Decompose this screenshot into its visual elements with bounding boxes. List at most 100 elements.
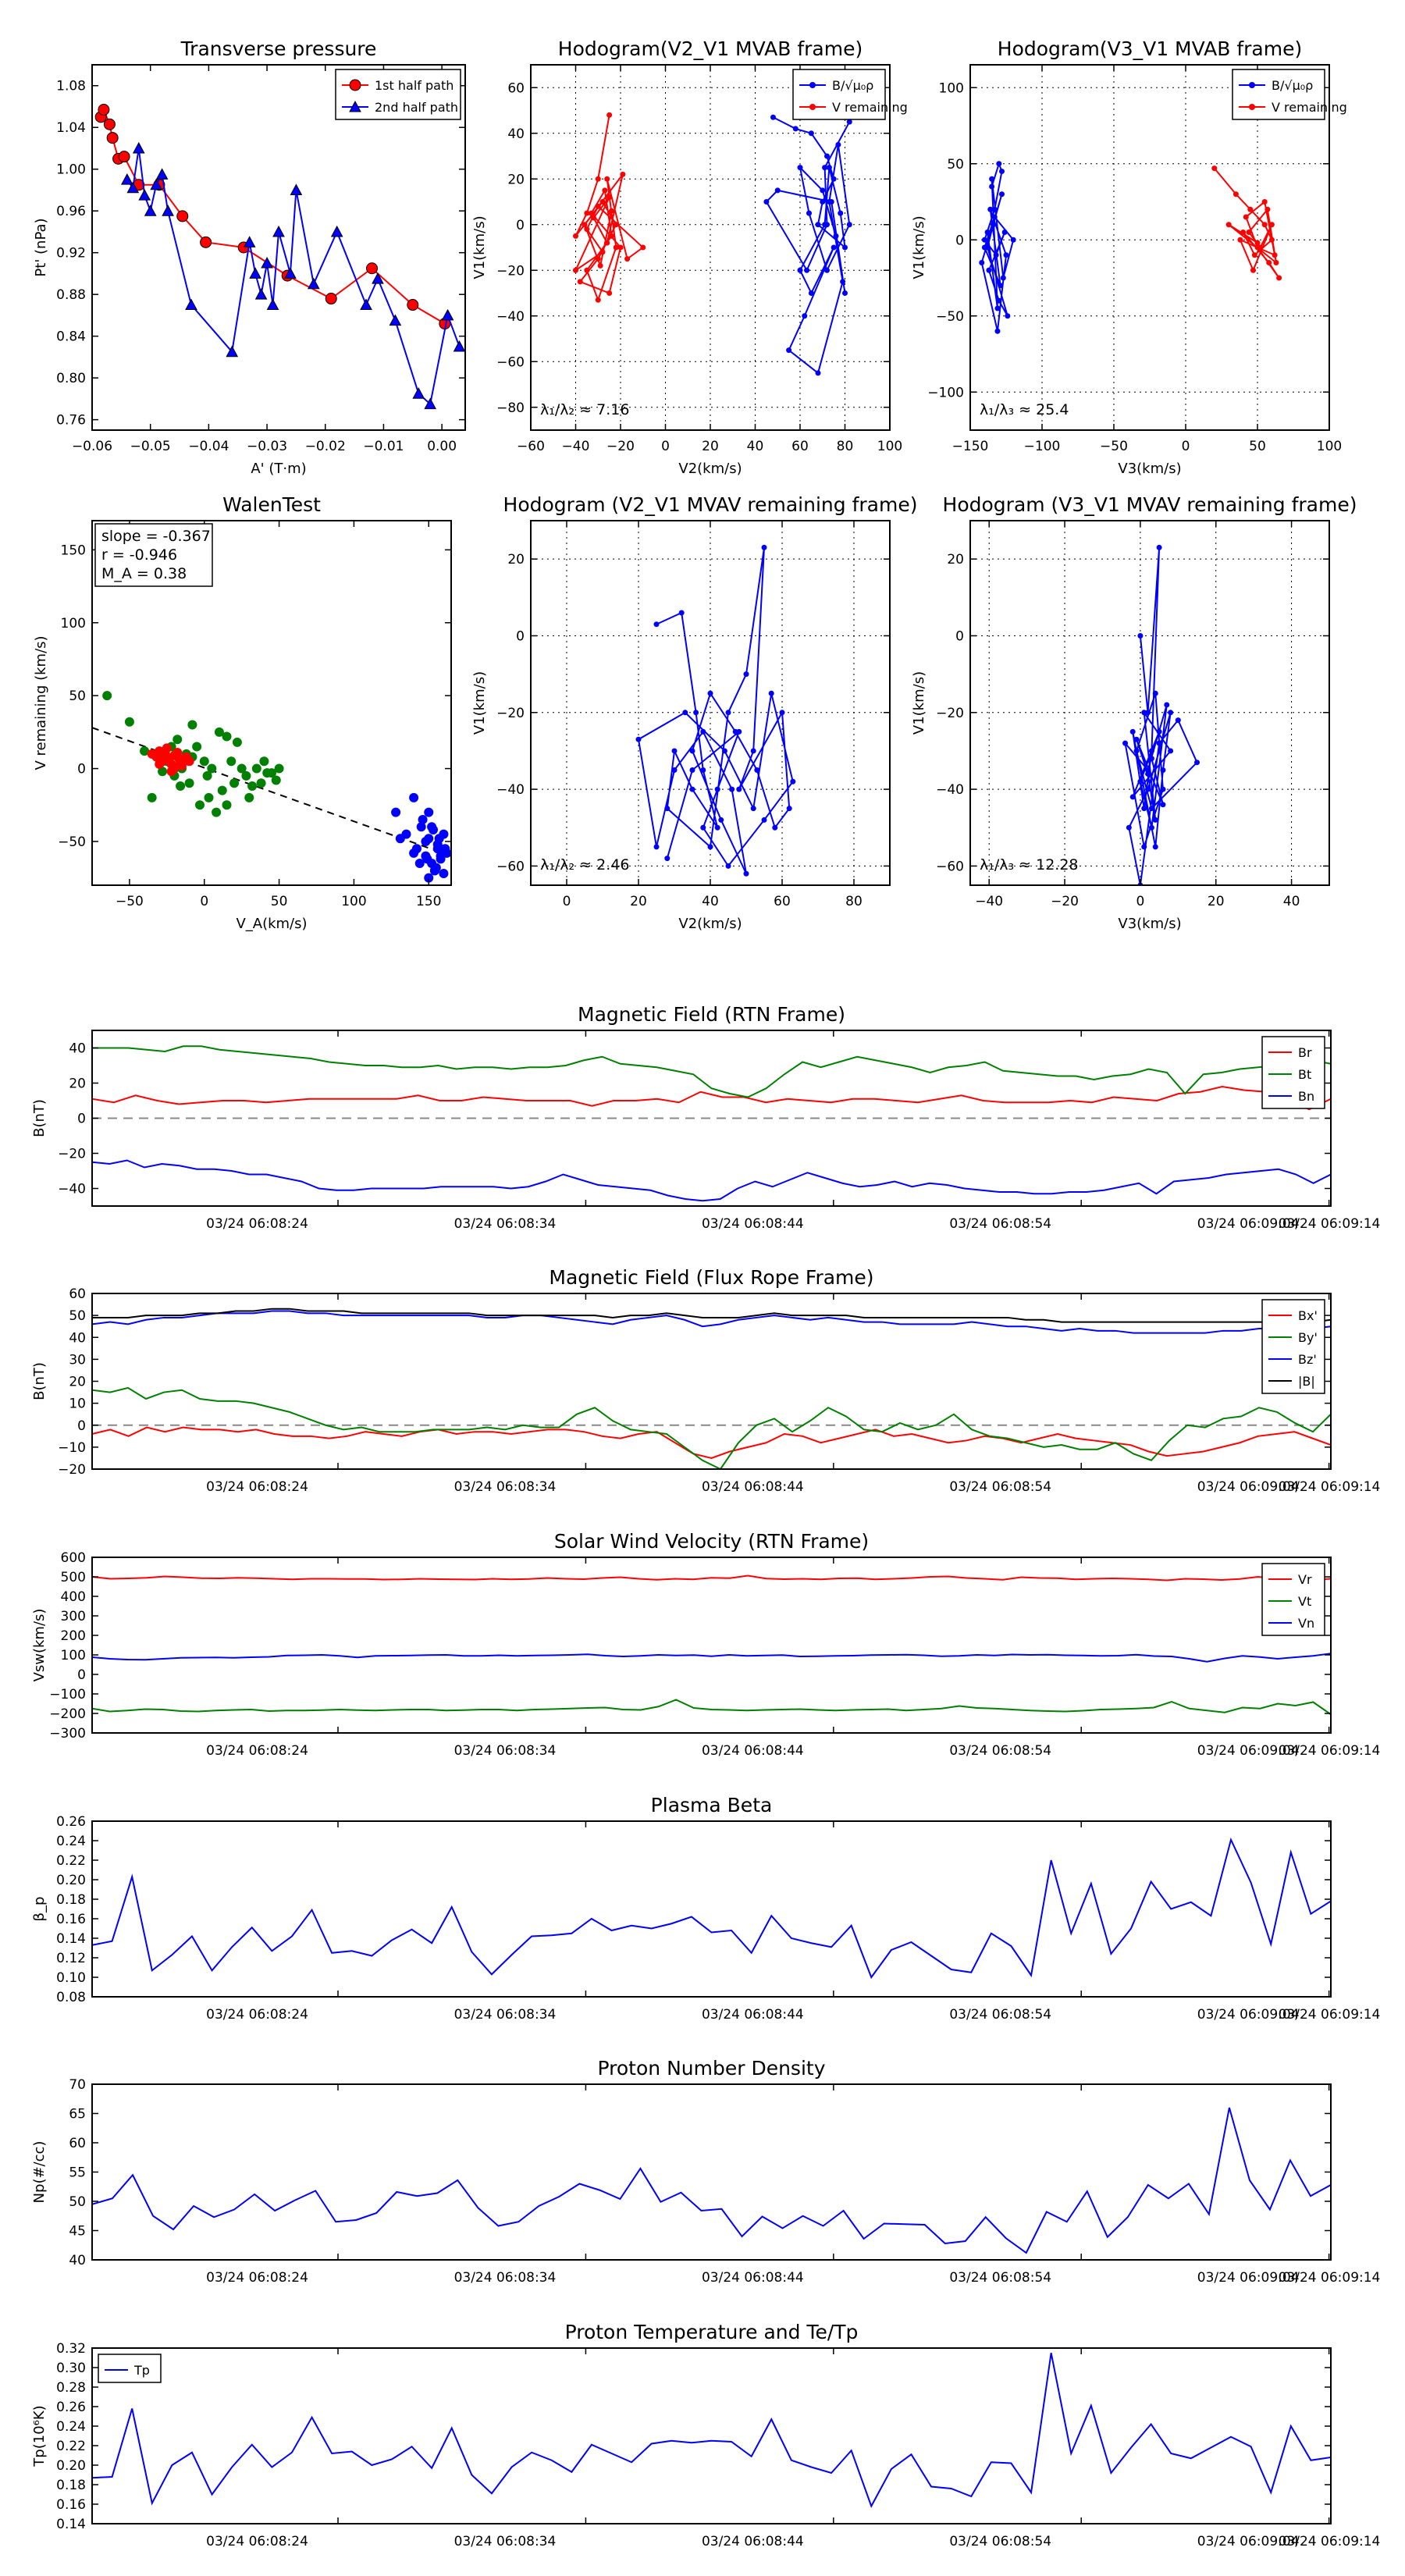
legend-label: Vt (1298, 1594, 1311, 1609)
data-point (582, 222, 588, 228)
data-point (664, 856, 670, 862)
y-tick-label: 30 (69, 1352, 86, 1368)
data-point (124, 717, 134, 727)
x-tick-label: 20 (702, 439, 719, 454)
data-point (640, 244, 646, 251)
data-point (584, 226, 590, 233)
y-tick-label: 200 (61, 1628, 86, 1644)
y-tick-label: 1.04 (56, 120, 86, 136)
legend-box (1261, 1036, 1325, 1109)
data-point (808, 130, 814, 137)
data-point (604, 176, 610, 182)
x-axis-label: V3(km/s) (1118, 461, 1181, 477)
data-point (150, 178, 162, 190)
data-point (407, 299, 419, 311)
axes-frame (91, 2347, 1332, 2524)
data-point (262, 768, 272, 778)
data-point (996, 297, 1002, 304)
data-point (453, 340, 465, 352)
data-point (424, 807, 434, 817)
data-point (1145, 786, 1151, 792)
data-point (200, 236, 212, 248)
plot-area (94, 103, 465, 410)
chart-p5: 0 20 40 60 80 −60 −40 −20 0 20 Hodogram (V2_V1 MVA… (471, 493, 917, 932)
data-point (779, 710, 785, 716)
data-point (998, 169, 1005, 174)
y-tick-label: 0.18 (56, 1892, 86, 1908)
data-point (1264, 206, 1271, 212)
x-tick-label: 03/24 06:09:14 (1279, 1479, 1381, 1495)
data-point (595, 297, 601, 303)
ratio-annotation: λ₁/λ₂ ≈ 2.46 (540, 856, 629, 873)
y-tick-label: −80 (496, 400, 525, 416)
x-tick-label: 03/24 06:08:44 (702, 2270, 804, 2286)
x-tick-label: 60 (774, 894, 791, 909)
data-point (989, 183, 995, 190)
data-point (98, 103, 110, 116)
chart-title: Hodogram(V2_V1 MVAB frame) (558, 37, 863, 60)
y-tick-label: 0.30 (56, 2361, 86, 2376)
data-point (1133, 736, 1140, 742)
data-point (412, 387, 425, 399)
y-tick-label: −300 (49, 1726, 86, 1742)
data-point (214, 727, 224, 737)
data-point (743, 671, 749, 678)
data-point (118, 151, 130, 163)
ratio-annotation: λ₁/λ₂ ≈ 7.16 (540, 401, 629, 418)
data-point (609, 233, 614, 239)
y-axis-label: Tp(10⁶K) (31, 2405, 48, 2467)
x-axis-label: V2(km/s) (678, 461, 742, 477)
x-tick-label: −150 (952, 439, 989, 454)
chart-title: Proton Number Density (598, 2057, 826, 2080)
data-point (996, 161, 1002, 167)
y-tick-label: 40 (69, 2253, 86, 2268)
y-tick-label: 500 (61, 1570, 86, 1585)
series-bn (92, 1159, 1331, 1202)
data-point (707, 690, 713, 696)
plot-area (635, 544, 796, 877)
y-tick-label: −10 (58, 1440, 86, 1456)
x-tick-label: 03/24 06:08:44 (702, 1479, 804, 1495)
data-point (689, 767, 695, 774)
data-point (599, 199, 606, 205)
data-point (416, 822, 426, 832)
data-point (609, 208, 614, 214)
chart-title: Magnetic Field (RTN Frame) (578, 1003, 845, 1026)
data-point (595, 203, 601, 209)
data-point (577, 279, 583, 285)
data-point (1266, 260, 1272, 265)
series-2nd-half-path (120, 141, 465, 410)
data-point (754, 767, 760, 774)
y-tick-label: 20 (507, 172, 525, 187)
y-tick-label: 0.26 (56, 1814, 86, 1830)
x-tick-label: 100 (1317, 439, 1342, 454)
chart-title: Transverse pressure (180, 37, 377, 60)
y-tick-label: −60 (496, 859, 525, 874)
stats-line: M_A = 0.38 (101, 565, 187, 582)
data-point (1010, 237, 1016, 243)
y-tick-label: 0.20 (56, 2458, 86, 2474)
axes-frame (91, 64, 466, 431)
series-br (92, 1085, 1331, 1111)
data-point (1268, 222, 1275, 228)
data-point (162, 205, 174, 216)
data-point (700, 728, 706, 735)
x-tick-label: 03/24 06:08:34 (454, 1743, 557, 1759)
data-point (1137, 778, 1144, 785)
data-point (597, 262, 603, 269)
data-point (797, 165, 803, 171)
data-point (842, 290, 848, 296)
y-tick-label: 40 (507, 126, 525, 142)
data-point (671, 748, 678, 754)
x-tick-label: −0.03 (247, 439, 287, 454)
data-point (1156, 544, 1162, 550)
y-tick-label: 0 (77, 1667, 86, 1683)
data-point (589, 210, 595, 216)
data-point (372, 272, 384, 284)
x-tick-label: 80 (837, 439, 854, 454)
legend-label: 1st half path (375, 78, 454, 93)
y-axis-label: V1(km/s) (471, 671, 488, 735)
chart-title: Proton Temperature and Te/Tp (565, 2321, 859, 2343)
data-point (409, 792, 419, 802)
x-tick-label: 03/24 06:08:24 (206, 1743, 308, 1759)
